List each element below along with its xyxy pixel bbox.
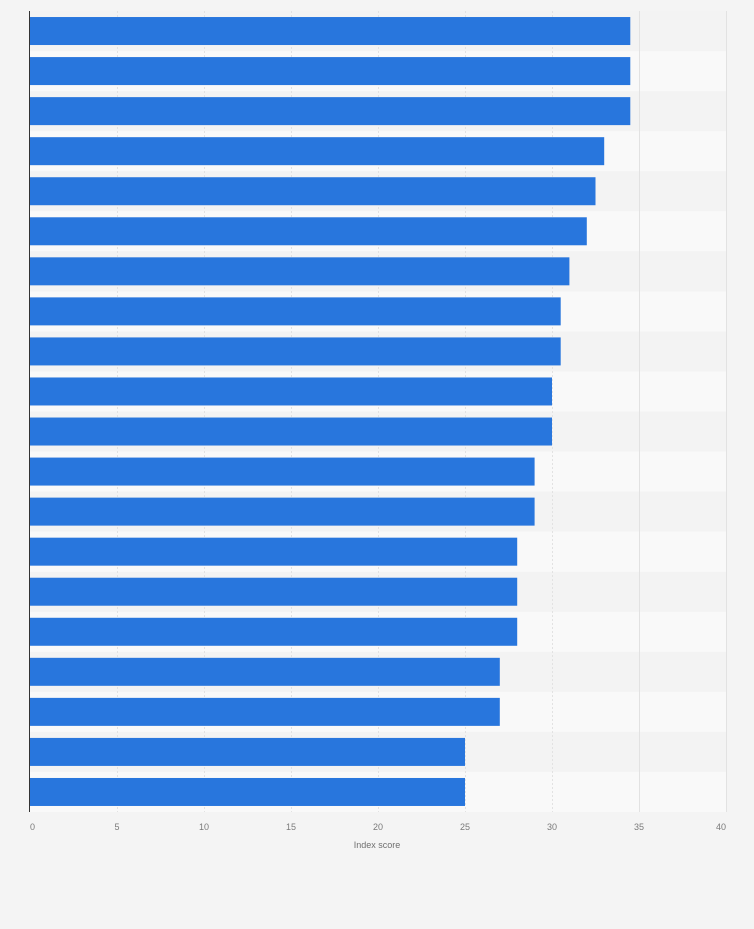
x-tick-label: 30 (547, 822, 557, 832)
x-tick-label: 15 (286, 822, 296, 832)
bar[interactable] (30, 297, 561, 326)
tick-labels: 0 5 10 15 20 25 30 35 40 (30, 822, 726, 832)
bar[interactable] (30, 537, 518, 566)
bar[interactable] (30, 377, 552, 406)
bar[interactable] (30, 337, 561, 366)
bar[interactable] (30, 217, 587, 246)
bar[interactable] (30, 57, 631, 86)
bar[interactable] (30, 697, 500, 726)
x-tick-label: 5 (114, 822, 119, 832)
bar[interactable] (30, 617, 518, 646)
x-tick-label: 0 (30, 822, 35, 832)
bar[interactable] (30, 737, 465, 766)
bar[interactable] (30, 137, 605, 166)
x-axis-title: Index score (354, 840, 401, 850)
bar[interactable] (30, 257, 570, 286)
bar[interactable] (30, 97, 631, 126)
bars (30, 17, 631, 806)
x-tick-label: 40 (716, 822, 726, 832)
bar[interactable] (30, 777, 465, 806)
x-tick-label: 20 (373, 822, 383, 832)
bar[interactable] (30, 417, 552, 446)
x-tick-label: 10 (199, 822, 209, 832)
bar[interactable] (30, 457, 535, 486)
bar[interactable] (30, 577, 518, 606)
bar[interactable] (30, 177, 596, 206)
x-tick-label: 25 (460, 822, 470, 832)
bar[interactable] (30, 497, 535, 526)
x-tick-label: 35 (634, 822, 644, 832)
bar[interactable] (30, 657, 500, 686)
bar[interactable] (30, 17, 631, 46)
